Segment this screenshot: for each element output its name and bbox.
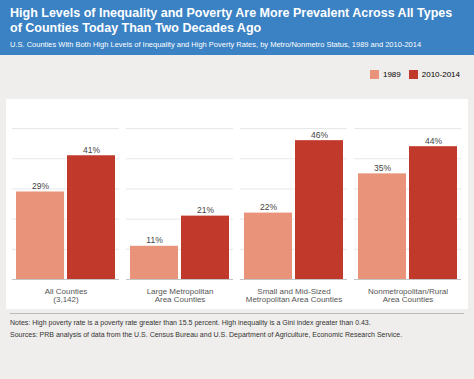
svg-text:11%: 11% xyxy=(146,236,163,246)
svg-text:41%: 41% xyxy=(83,145,100,155)
html-text:Sources: PRB analysis of data: Sources: PRB analysis of data from the U… xyxy=(10,331,403,339)
svg-text:46%: 46% xyxy=(311,130,328,140)
html-text:U.S. Counties With Both High L: U.S. Counties With Both High Levels of I… xyxy=(10,40,422,49)
html-text:Notes: High poverty rate is a: Notes: High poverty rate is a poverty ra… xyxy=(10,319,371,327)
svg-text:All Counties(3,142): All Counties(3,142) xyxy=(45,288,88,305)
svg-text:Large MetropolitanArea Countie: Large MetropolitanArea Counties xyxy=(147,288,214,305)
svg-text:35%: 35% xyxy=(374,163,391,173)
svg-text:Nonmetropolitan/RuralArea Coun: Nonmetropolitan/RuralArea Counties xyxy=(368,288,448,305)
html-text:2010-2014: 2010-2014 xyxy=(421,70,460,80)
svg-text:21%: 21% xyxy=(197,205,214,215)
html-text:1989: 1989 xyxy=(382,70,401,80)
svg-text:22%: 22% xyxy=(260,202,277,212)
svg-text:29%: 29% xyxy=(32,181,49,191)
html-text:High Levels of Inequality and: High Levels of Inequality and Poverty Ar… xyxy=(10,6,453,35)
svg-text:44%: 44% xyxy=(425,136,442,146)
svg-text:Small and Mid-SizedMetropolita: Small and Mid-SizedMetropolitan Area Cou… xyxy=(246,288,343,305)
